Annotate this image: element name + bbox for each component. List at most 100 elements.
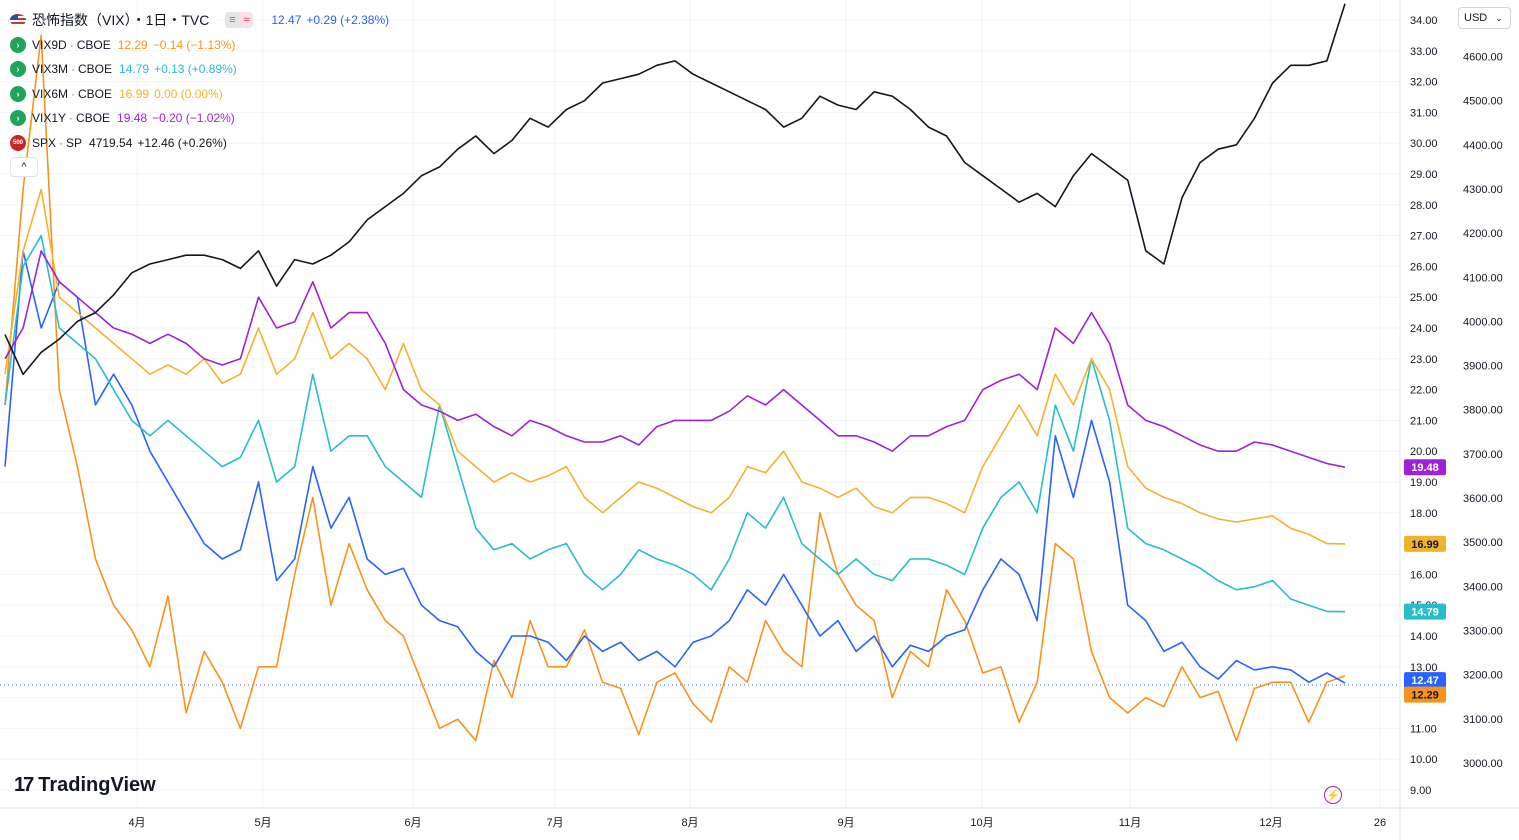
right-axis-tick: 3400.00 — [1463, 581, 1503, 593]
left-axis-tick: 33.00 — [1410, 46, 1438, 58]
left-axis-tick: 19.00 — [1410, 477, 1438, 489]
green-arrow-icon: › — [10, 85, 26, 102]
legend-value: 16.99 — [119, 86, 150, 101]
green-arrow-icon: › — [10, 36, 26, 53]
left-axis-tick: 18.00 — [1410, 508, 1438, 520]
right-axis-tick: 3300.00 — [1463, 625, 1503, 637]
right-axis-tick: 3000.00 — [1463, 758, 1503, 770]
separator: · — [69, 111, 74, 126]
right-axis-tick: 4500.00 — [1463, 96, 1503, 108]
left-axis-tick: 20.00 — [1410, 446, 1438, 458]
left-axis-tick: 9.00 — [1410, 785, 1431, 797]
legend-exchange: CBOE — [78, 86, 113, 101]
left-axis-tick: 11.00 — [1410, 723, 1437, 735]
legend-change: 0.00 (0.00%) — [154, 86, 223, 101]
currency-label: USD — [1464, 12, 1488, 24]
right-axis-tick: 4100.00 — [1463, 272, 1503, 284]
series-line-vix9d — [4, 34, 1346, 742]
left-axis-tick: 31.00 — [1410, 107, 1438, 119]
price-label-text: 16.99 — [1411, 539, 1439, 551]
left-axis-tick: 27.00 — [1410, 231, 1438, 243]
tradingview-logo[interactable]: 17 TradingView — [14, 774, 156, 797]
legend-exchange: SP — [66, 135, 83, 150]
right-axis-tick: 3800.00 — [1463, 405, 1503, 417]
time-axis-tick: 4月 — [128, 817, 145, 829]
time-axis[interactable]: 4月 5月 6月 7月 8月 9月 10月 11月 12月 26 — [128, 817, 1386, 829]
time-axis-tick: 5月 — [254, 817, 271, 829]
left-axis-tick: 22.00 — [1410, 385, 1438, 397]
right-axis-tick: 4200.00 — [1463, 228, 1503, 240]
right-axis-tick: 4400.00 — [1463, 140, 1503, 152]
right-price-axis[interactable]: 4600.00 4500.00 4400.00 4300.00 4200.00 4100.… — [1463, 52, 1503, 770]
legend-exchange: CBOE — [76, 37, 111, 52]
main-value: 12.47 — [271, 13, 302, 28]
collapse-legend-button[interactable]: ^ — [10, 157, 38, 177]
legend-exchange: CBOE — [76, 111, 111, 126]
legend-symbol: VIX1Y — [32, 111, 67, 126]
legend-row-vix9d[interactable]: › VIX9D · CBOE 12.29 −0.14 (−1.13%) — [10, 33, 389, 58]
legend-value: 19.48 — [117, 111, 148, 126]
separator: · — [59, 135, 64, 150]
price-label-text: 12.29 — [1411, 690, 1439, 702]
legend-exchange: CBOE — [78, 62, 113, 77]
right-axis-tick: 3200.00 — [1463, 670, 1503, 682]
time-axis-tick: 11月 — [1119, 817, 1141, 829]
left-axis-tick: 16.00 — [1410, 569, 1438, 581]
series-line-vix6m — [4, 188, 1346, 545]
legend-value: 4719.54 — [89, 135, 133, 150]
us-flag-icon — [10, 14, 26, 27]
lightning-icon[interactable]: ⚡ — [1324, 786, 1342, 804]
approx-icon[interactable]: ≈ — [239, 12, 254, 29]
series-layer — [4, 3, 1346, 742]
left-axis-tick: 32.00 — [1410, 77, 1438, 89]
price-label-bg — [1404, 672, 1446, 689]
spx-500-icon: 500 — [10, 134, 26, 151]
right-axis-tick: 3700.00 — [1463, 449, 1503, 461]
legend-value: 12.29 — [117, 37, 148, 52]
legend-symbol: SPX — [32, 135, 57, 150]
tv-logo-icon: 17 — [14, 774, 34, 796]
legend: 恐怖指数（VIX）・1日・TVC ≡ ≈ 12.47 +0.29 (+2.38%… — [10, 8, 389, 177]
right-axis-tick: 4000.00 — [1463, 316, 1503, 328]
series-line-vix3m — [4, 234, 1346, 613]
left-axis-tick: 14.00 — [1410, 631, 1438, 643]
legend-row-vix6m[interactable]: › VIX6M · CBOE 16.99 0.00 (0.00%) — [10, 82, 389, 107]
left-axis-tick: 13.00 — [1410, 662, 1438, 674]
green-arrow-icon: › — [10, 110, 26, 127]
main-symbol-title: 恐怖指数（VIX）・1日・TVC — [32, 12, 210, 29]
time-axis-tick: 26 — [1374, 817, 1386, 829]
price-label-text: 19.48 — [1411, 462, 1439, 474]
time-axis-tick: 6月 — [404, 817, 421, 829]
series-line-vix — [4, 250, 1346, 684]
equals-icon[interactable]: ≡ — [225, 12, 240, 29]
legend-change: +12.46 (+0.26%) — [137, 135, 227, 150]
right-axis-tick: 3100.00 — [1463, 714, 1503, 726]
separator: · — [71, 86, 76, 101]
compare-toggle[interactable]: ≡ ≈ — [225, 12, 254, 29]
legend-row-vix1y[interactable]: › VIX1Y · CBOE 19.48 −0.20 (−1.02%) — [10, 106, 389, 131]
currency-select[interactable]: USD ⌄ — [1458, 7, 1511, 29]
legend-symbol: VIX9D — [32, 37, 67, 52]
time-axis-tick: 12月 — [1259, 817, 1282, 829]
chevron-down-icon: ⌄ — [1495, 12, 1503, 23]
series-line-vix1y — [4, 250, 1346, 468]
left-axis-tick: 34.00 — [1410, 15, 1438, 27]
legend-row-spx[interactable]: 500 SPX · SP 4719.54 +12.46 (+0.26%) — [10, 131, 389, 156]
legend-change: +0.13 (+0.89%) — [154, 62, 237, 77]
separator: · — [69, 37, 74, 52]
legend-row-vix3m[interactable]: › VIX3M · CBOE 14.79 +0.13 (+0.89%) — [10, 57, 389, 82]
left-axis-tick: 25.00 — [1410, 292, 1438, 304]
price-label-bg — [1404, 603, 1446, 620]
main-symbol-row[interactable]: 恐怖指数（VIX）・1日・TVC ≡ ≈ 12.47 +0.29 (+2.38%… — [10, 8, 389, 33]
right-axis-tick: 4600.00 — [1463, 52, 1503, 64]
left-axis-tick: 30.00 — [1410, 138, 1438, 150]
legend-change: −0.20 (−1.02%) — [152, 111, 235, 126]
series-line-spx — [4, 3, 1346, 376]
time-axis-tick: 10月 — [970, 817, 993, 829]
main-change: +0.29 (+2.38%) — [306, 13, 390, 28]
green-arrow-icon: › — [10, 61, 26, 78]
price-label-text: 14.79 — [1411, 607, 1439, 619]
left-axis-tick: 23.00 — [1410, 354, 1438, 366]
left-axis-tick: 21.00 — [1410, 415, 1438, 427]
